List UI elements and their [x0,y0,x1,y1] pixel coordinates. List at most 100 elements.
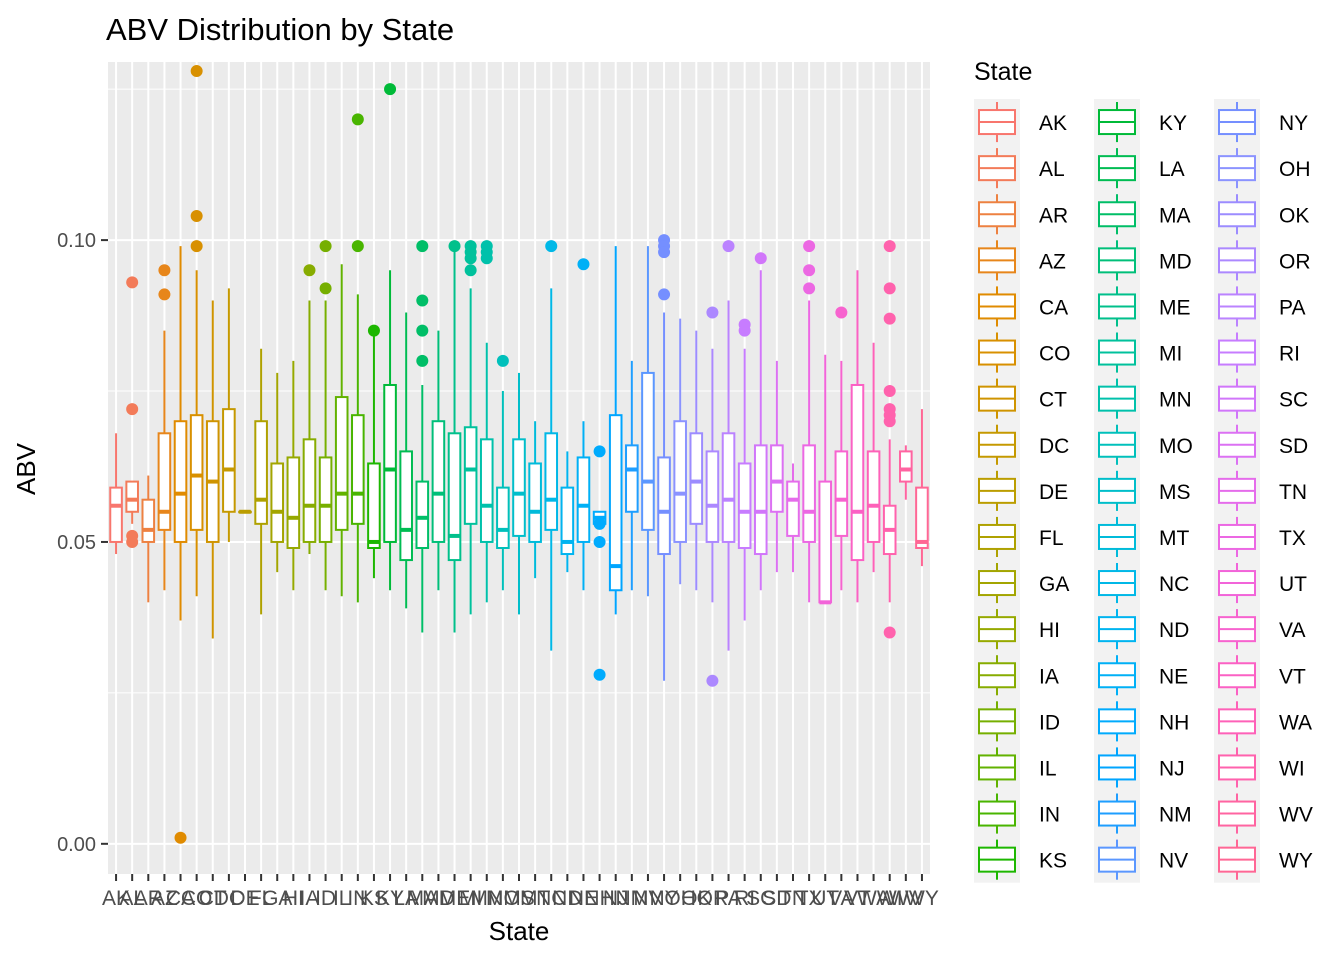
box-wv [899,445,913,500]
box-body [399,450,413,562]
x-tick-label: IL [333,887,351,910]
x-tick-label: CT [199,887,227,910]
x-tick-label: WI [877,887,903,910]
outlier-point [416,324,429,337]
x-tick-label: MT [520,887,550,910]
x-tick-label: MI [459,887,482,910]
legend-item-md: MD [1098,240,1192,281]
box-il [334,264,349,597]
box-body [641,371,655,531]
legend-item-ma: MA [1098,194,1191,235]
x-tick-label: OK [681,887,711,910]
box-body [141,498,156,543]
outlier-point [706,306,719,319]
legend-label: NY [1279,112,1308,135]
box-body [737,462,752,549]
legend-label: CO [1039,343,1071,366]
box-al [125,276,139,548]
x-tick-label: FL [249,887,274,910]
x-tick-label: NE [569,887,598,910]
x-tick-label: NY [649,887,678,910]
legend-label: WA [1279,711,1312,734]
x-tick-label: MD [422,887,455,910]
box-body [528,462,542,543]
legend-label: OH [1279,158,1311,181]
legend-item-ky: KY [1098,102,1187,143]
legend-label: RI [1279,343,1300,366]
x-tick-label: AK [102,887,130,910]
legend-item-ia: IA [978,655,1059,696]
box-body [109,486,123,543]
outlier-point [190,65,203,78]
x-tick-label: AZ [151,887,178,910]
legend-item-wa: WA [1218,701,1312,742]
legend-label: ND [1159,619,1189,642]
box-body [286,456,301,549]
box-az [157,264,172,591]
legend-label: HI [1039,619,1060,642]
box-or [705,306,720,687]
legend-label: NM [1159,804,1192,827]
legend: State AK AL AR AZ CA CO CT DC DE FL GA HI IA ID IL IN KS… [974,58,1313,883]
x-tick-label: KY [376,887,404,910]
box-body [189,414,204,531]
legend-item-ut: UT [1218,563,1307,604]
box-body [367,462,381,549]
box-de [238,509,252,514]
legend-label: DE [1039,481,1068,504]
x-tick-label: PA [715,887,741,910]
box-body [496,486,510,549]
box-body [302,438,317,543]
legend-label: MS [1159,481,1191,504]
x-axis: AKALARAZCACOCTDCDEFLGAHIIAIDILINKSKYLAMA… [102,874,939,910]
outlier-point [367,324,380,337]
box-body [915,486,929,549]
legend-label: TN [1279,481,1307,504]
legend-label: VT [1279,665,1306,688]
x-tick-label: CO [181,887,213,910]
box-nv [641,246,655,597]
outlier-point [496,354,509,367]
box-body [834,450,849,537]
legend-item-sd: SD [1218,424,1308,465]
box-ma [415,240,430,633]
box-oh [673,318,687,585]
outlier-point [803,282,816,295]
legend-item-de: DE [978,470,1068,511]
box-body [576,456,591,543]
legend-item-sc: SC [1218,378,1308,419]
legend-label: IL [1039,757,1057,780]
outlier-point [190,209,203,222]
box-body [657,456,671,556]
legend-item-wv: WV [1218,793,1313,834]
legend-item-me: ME [1098,286,1191,327]
outlier-point [754,252,767,265]
box-vt [850,270,865,603]
box-va [834,306,849,591]
legend-item-tn: TN [1218,470,1307,511]
box-ak [109,433,123,555]
outlier-point [883,312,896,325]
y-axis: 0.00 0.05 0.10 [57,230,108,856]
legend-label: MN [1159,389,1192,412]
outlier-point [722,240,735,253]
legend-title: State [974,58,1032,86]
box-ky [383,83,397,591]
chart-title: ABV Distribution by State [106,12,454,47]
x-tick-label: NM [615,887,648,910]
legend-item-fl: FL [978,516,1064,557]
y-tick-label: 0.05 [57,532,96,554]
outlier-point [384,83,397,96]
legend-item-id: ID [978,701,1060,742]
box-me [447,240,462,633]
outlier-point [190,240,203,253]
box-layer [109,65,929,844]
legend-label: AR [1039,204,1068,227]
x-tick-label: WV [889,887,923,910]
legend-label: MA [1159,204,1191,227]
box-body [544,432,559,531]
legend-item-wy: WY [1218,839,1313,880]
outlier-point [351,240,364,253]
box-in [351,113,365,603]
box-ar [141,475,156,603]
